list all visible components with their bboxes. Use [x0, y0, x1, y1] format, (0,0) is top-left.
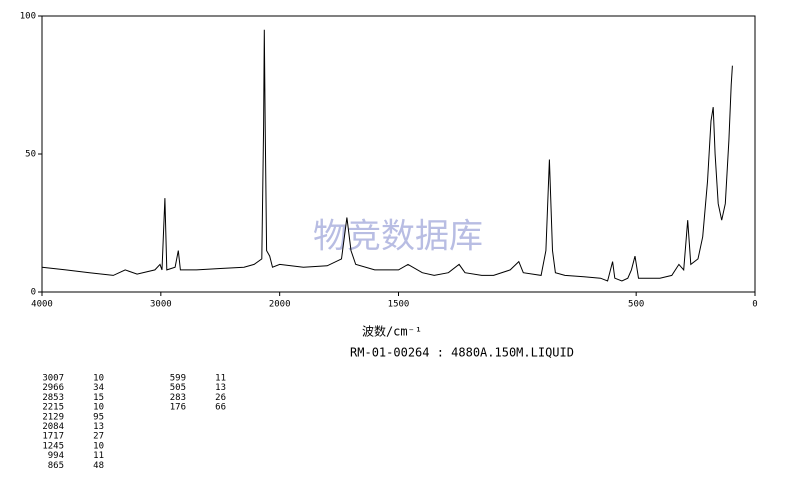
- peak-wavenumber: 2215: [42, 403, 64, 413]
- peak-wavenumber: 599: [170, 374, 186, 384]
- x-tick-label: 2000: [269, 300, 291, 310]
- spectrum-line: [41, 29, 733, 282]
- peak-wavenumber: 865: [48, 461, 64, 471]
- peak-wavenumber: 2966: [42, 383, 64, 393]
- peak-intensity: 13: [215, 383, 226, 393]
- peak-wavenumber: 3007: [42, 374, 64, 384]
- peak-wavenumber: 176: [170, 403, 186, 413]
- peak-intensity: 15: [93, 393, 104, 403]
- peak-intensity: 48: [93, 461, 104, 471]
- y-tick-label: 100: [20, 12, 36, 22]
- peak-wavenumber: 2129: [42, 412, 64, 422]
- peak-wavenumber: 1717: [42, 432, 64, 442]
- peak-wavenumber: 283: [170, 393, 186, 403]
- peak-intensity: 10: [93, 374, 104, 384]
- peak-intensity: 66: [215, 403, 226, 413]
- x-axis-label: 波数/cm⁻¹: [362, 324, 422, 339]
- peak-intensity: 95: [93, 412, 104, 422]
- peak-intensity: 26: [215, 393, 226, 403]
- peak-wavenumber: 994: [48, 451, 64, 461]
- x-tick-label: 4000: [31, 300, 53, 310]
- y-tick-label: 0: [31, 288, 36, 298]
- x-tick-label: 3000: [150, 300, 172, 310]
- peak-intensity: 13: [93, 422, 104, 432]
- peak-intensity: 11: [215, 374, 226, 384]
- peak-wavenumber: 2853: [42, 393, 64, 403]
- peak-intensity: 11: [93, 451, 104, 461]
- x-tick-label: 500: [628, 300, 644, 310]
- peak-intensity: 10: [93, 441, 104, 451]
- peak-wavenumber: 505: [170, 383, 186, 393]
- peak-wavenumber: 2084: [42, 422, 64, 432]
- x-tick-label: 0: [752, 300, 757, 310]
- x-tick-label: 1500: [388, 300, 410, 310]
- peak-intensity: 34: [93, 383, 104, 393]
- peak-wavenumber: 1245: [42, 441, 64, 451]
- peak-intensity: 27: [93, 432, 104, 442]
- watermark: 物竞数据库: [313, 217, 483, 257]
- caption: RM-01-00264 : 4880A.150M.LIQUID: [350, 346, 574, 360]
- y-tick-label: 50: [25, 150, 36, 160]
- peak-intensity: 10: [93, 403, 104, 413]
